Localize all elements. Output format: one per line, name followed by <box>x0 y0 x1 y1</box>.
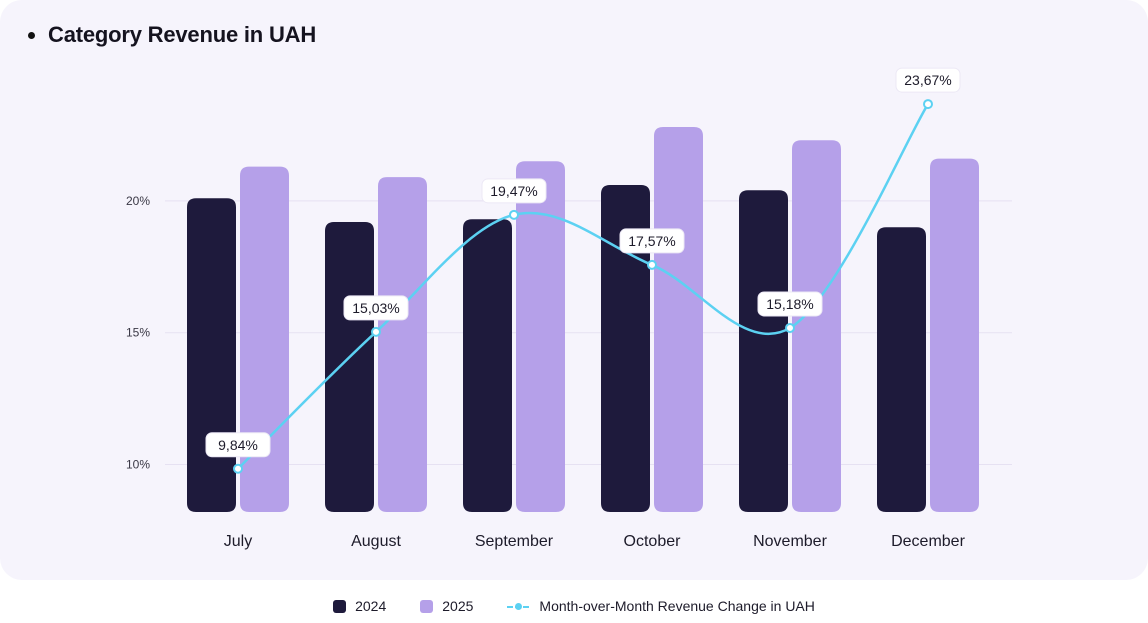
x-tick-label: November <box>753 533 827 550</box>
data-label-box <box>343 295 409 321</box>
data-label: 15,18% <box>766 296 813 312</box>
legend-item-2025[interactable]: 2025 <box>420 598 473 614</box>
legend-swatch-mom-change <box>507 600 530 613</box>
x-tick-label: July <box>224 533 252 550</box>
title-row: Category Revenue in UAH <box>28 22 316 48</box>
data-label-box <box>205 432 271 458</box>
legend-item-2024[interactable]: 2024 <box>333 598 386 614</box>
bar-2024 <box>601 185 650 512</box>
mom-change-point <box>233 463 243 474</box>
y-tick-label: 20% <box>126 194 150 208</box>
x-tick-label: October <box>624 533 682 550</box>
bar-2025 <box>240 166 289 512</box>
bar-2024 <box>739 190 788 513</box>
y-tick-label: 15% <box>126 326 150 340</box>
mom-change-line <box>237 103 930 470</box>
bar-2024 <box>877 227 926 512</box>
mom-change-point <box>647 259 657 270</box>
bar-2025 <box>792 140 841 513</box>
legend-label-2024: 2024 <box>355 598 387 614</box>
data-label: 9,84% <box>218 437 258 453</box>
title-bullet <box>28 31 35 39</box>
bar-2024 <box>325 221 374 512</box>
bar-2024 <box>187 198 236 513</box>
legend-label-2025: 2025 <box>442 598 474 614</box>
legend: 2024 2025 Month-over-Month Revenue Chang… <box>0 598 1148 614</box>
legend-swatch-2025 <box>420 599 434 613</box>
mom-change-point <box>785 322 795 333</box>
legend-item-mom-change[interactable]: Month-over-Month Revenue Change in UAH <box>507 598 815 614</box>
data-label: 15,03% <box>352 300 399 316</box>
data-label: 17,57% <box>628 233 675 249</box>
x-tick-label: August <box>351 533 401 550</box>
bar-2025 <box>378 177 427 512</box>
data-label-box <box>481 178 547 204</box>
data-label-box <box>895 67 961 93</box>
mom-change-point <box>371 326 381 337</box>
chart-plot: 10% 15% 20% July August September October Novem… <box>126 67 1012 550</box>
data-label-box <box>619 228 685 254</box>
mom-change-point <box>923 99 933 110</box>
bar-2025 <box>516 161 565 512</box>
chart-title: Category Revenue in UAH <box>48 22 317 47</box>
bar-2024 <box>463 219 512 512</box>
bar-2025 <box>654 127 703 512</box>
mom-change-point <box>509 209 519 220</box>
legend-swatch-2024 <box>333 599 347 613</box>
data-label: 19,47% <box>490 183 537 199</box>
legend-label-mom-change: Month-over-Month Revenue Change in UAH <box>539 598 815 614</box>
y-tick-label: 10% <box>126 458 150 472</box>
data-label: 23,67% <box>904 72 951 88</box>
x-tick-label: September <box>475 533 554 550</box>
x-tick-label: December <box>891 533 965 550</box>
bar-2025 <box>930 158 979 512</box>
data-label-box <box>757 291 823 317</box>
